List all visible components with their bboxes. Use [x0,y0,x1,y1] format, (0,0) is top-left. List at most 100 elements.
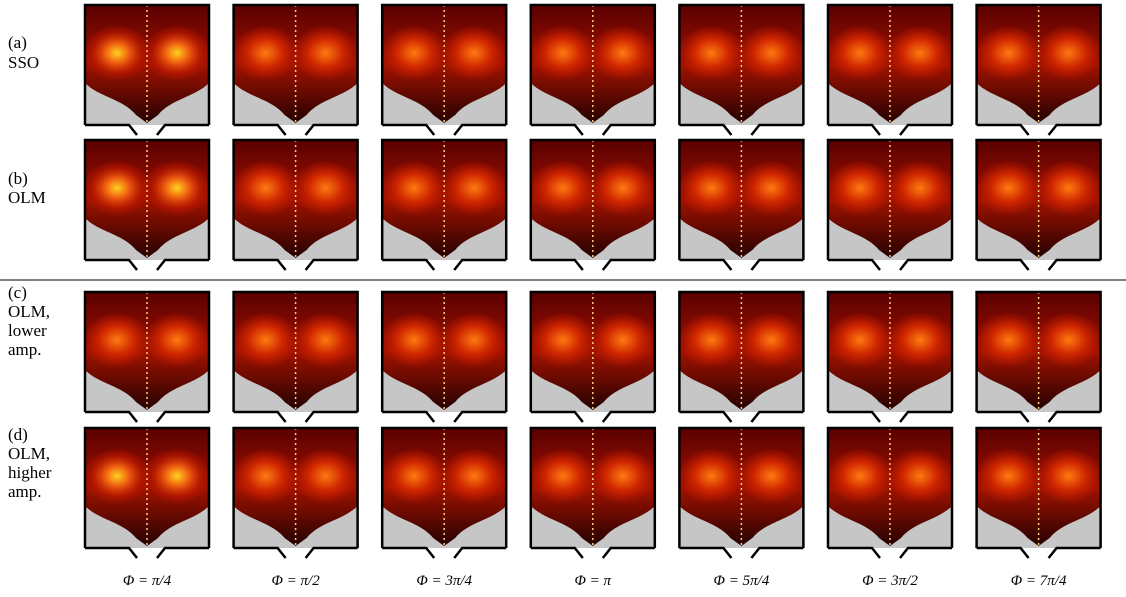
heatmap-panel [826,290,954,423]
panel-notch [828,546,952,559]
heatmap-panel [380,426,508,559]
lobe [588,448,655,504]
lobe [440,25,507,81]
lobe [976,160,1043,216]
lobe [291,160,358,216]
panel-notch [233,258,358,271]
lobe [1034,448,1101,504]
panel-frame [975,138,1102,260]
panel-frame [232,138,359,260]
lobe [382,160,449,216]
panel-notch [382,546,507,559]
heatmap-panel [380,290,508,423]
heatmap-panel [826,426,954,559]
panel-frame [529,426,657,548]
heatmap-panel [975,426,1102,559]
panel-notch [233,410,358,423]
lobe [143,312,209,368]
heatmap-panel [83,3,211,136]
lobe [530,312,597,368]
row-label: (c) [8,283,27,302]
panel-notch [530,123,655,136]
column-label: Φ = 3π/4 [416,573,472,589]
row-label: SSO [8,53,39,72]
heatmap-panel [529,3,657,136]
lobe [828,448,894,504]
lobe [737,312,804,368]
row-label: OLM, [8,444,50,463]
panel-frame [826,426,954,548]
panel-frame [678,290,805,412]
panel-notch [530,258,655,271]
distribution [233,5,358,123]
panel-notch [382,258,507,271]
lobe [85,312,151,368]
panel-notch [679,123,804,136]
panel-frame [678,3,805,125]
panel-frame [678,138,805,260]
lobe [85,448,151,504]
lobe [679,160,746,216]
lobe [588,25,655,81]
panel-frame [826,3,954,125]
panel-frame [380,426,508,548]
heatmap-panel [826,138,954,271]
heatmap-panel [826,3,954,136]
lobe [85,25,151,81]
panel-notch [679,410,804,423]
panel-frame [83,138,211,260]
lobe [530,160,597,216]
panel-frame [83,3,211,125]
panel-frame [380,3,508,125]
panel-frame [826,138,954,260]
lobe [588,160,655,216]
lobe [1034,160,1101,216]
distribution [85,5,209,123]
panel-notch [85,546,209,559]
distribution [828,292,952,410]
lobe [382,25,449,81]
lobe [233,312,300,368]
heatmap-panel [678,426,805,559]
panel-notch [530,546,655,559]
panel-notch [233,546,358,559]
lobe [828,160,894,216]
heatmap-panel [975,290,1102,423]
panel-notch [382,410,507,423]
panel-notch [976,123,1101,136]
row-label: OLM [8,188,46,207]
panel-notch [382,123,507,136]
panel-notch [679,546,804,559]
lobe [143,25,209,81]
panel-frame [529,290,657,412]
panel-notch [976,410,1101,423]
panel-frame [678,426,805,548]
lobe [143,160,209,216]
panel-frame [975,3,1102,125]
lobe [440,160,507,216]
panel-frame [232,290,359,412]
heatmap-panel [83,426,211,559]
heatmap-panel [232,3,359,136]
panel-frame [529,138,657,260]
lobe [1034,312,1101,368]
distribution [382,5,507,123]
row-label: (b) [8,169,28,188]
heatmap-panel [83,290,211,423]
heatmap-panel [380,138,508,271]
column-label: Φ = 5π/4 [714,573,770,589]
panel-notch [85,258,209,271]
lobe [828,25,894,81]
column-label: Φ = π/4 [123,573,172,589]
lobe [737,160,804,216]
lobe [143,448,209,504]
row-label: amp. [8,482,42,501]
lobe [233,25,300,81]
panel-frame [83,426,211,548]
lobe [886,160,952,216]
panel-frame [83,290,211,412]
panel-frame [232,3,359,125]
row-label: amp. [8,340,42,359]
heatmap-panel [232,138,359,271]
panel-frame [232,426,359,548]
